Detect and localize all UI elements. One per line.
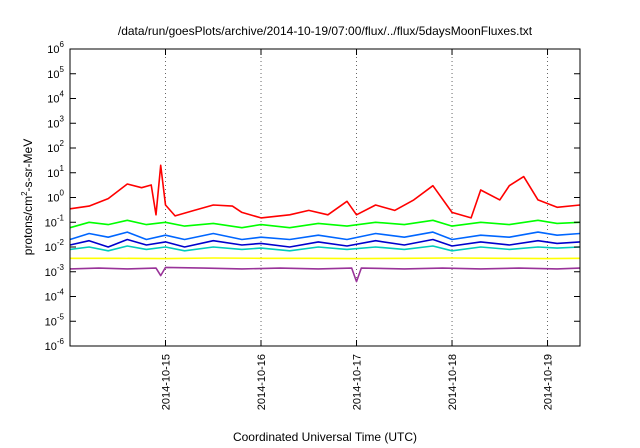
- y-axis-label-exponent: 2: [20, 191, 29, 196]
- series-line-4: [69, 245, 581, 252]
- x-tick-label-0: 2014-10-15: [161, 354, 173, 410]
- y-tick-label-5: 10-1: [45, 213, 65, 229]
- y-tick-label-1: 10-5: [45, 312, 65, 328]
- series-line-3: [69, 238, 581, 248]
- series-line-5: [70, 257, 581, 260]
- y-tick-label-2: 10-4: [45, 288, 65, 304]
- y-tick-label-0: 10-6: [45, 337, 65, 353]
- y-tick-label-3: 10-3: [45, 263, 65, 279]
- y-tick-label-9: 103: [47, 114, 64, 130]
- series-line-2: [69, 231, 581, 241]
- series-line-0: [69, 164, 581, 219]
- y-axis-label-units: -s-sr-MeV: [21, 139, 35, 192]
- x-tick-label-1: 2014-10-16: [256, 354, 268, 410]
- y-tick-label-6: 100: [47, 189, 64, 205]
- y-tick-label-4: 10-2: [45, 238, 65, 254]
- y-axis: 10-6 10-5 10-4 10-3 10-2 10-1 100 101 102 103 104 1…: [45, 40, 580, 353]
- y-tick-label-8: 102: [47, 139, 64, 155]
- x-tick-label-3: 2014-10-18: [447, 354, 459, 410]
- x-tick-label-2: 2014-10-17: [352, 354, 364, 410]
- chart-title: /data/run/goesPlots/archive/2014-10-19/0…: [118, 24, 533, 38]
- y-tick-label-7: 101: [47, 164, 64, 180]
- y-axis-label-main: protons/cm: [21, 196, 35, 255]
- y-tick-label-12: 106: [47, 40, 64, 56]
- y-tick-label-10: 104: [47, 90, 64, 106]
- x-axis-label: Coordinated Universal Time (UTC): [233, 430, 417, 444]
- y-tick-label-11: 105: [47, 65, 64, 81]
- series-line-6: [69, 266, 581, 283]
- x-axis: 2014-10-15 2014-10-16 2014-10-17 2014-10-18…: [161, 49, 555, 410]
- series-layer: [69, 164, 581, 283]
- x-tick-label-4: 2014-10-19: [543, 354, 555, 410]
- plot-frame: [69, 48, 581, 347]
- gridlines: [165, 49, 548, 346]
- series-line-1: [69, 219, 581, 229]
- y-axis-label: protons/cm2-s-sr-MeV: [20, 139, 35, 255]
